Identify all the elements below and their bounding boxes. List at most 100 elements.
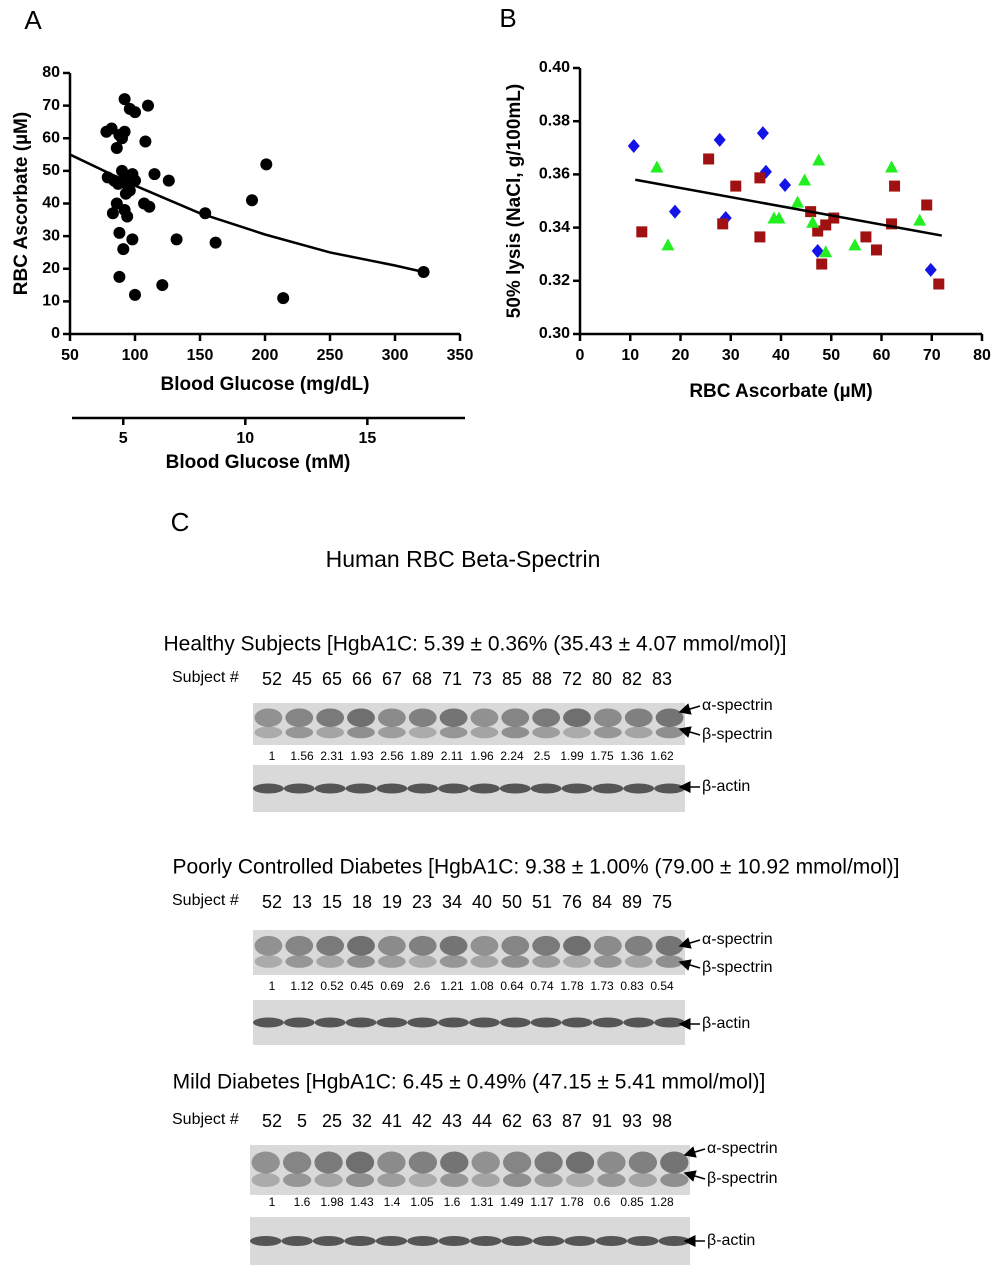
band: [254, 955, 283, 968]
data-point: [913, 213, 927, 226]
band: [624, 708, 653, 727]
x-tick-label: 10: [621, 347, 639, 364]
band: [377, 935, 406, 956]
y-tick-label: 0.32: [539, 272, 570, 289]
data-point: [819, 245, 833, 258]
band-ratio: 0.54: [650, 979, 674, 993]
subject-id: 80: [592, 669, 612, 689]
subject-id: 98: [652, 1111, 672, 1131]
data-point: [668, 204, 681, 219]
band-ratio: 0.6: [594, 1195, 611, 1209]
data-point: [703, 153, 715, 165]
band-ratio: 1.96: [470, 749, 494, 763]
band: [624, 955, 653, 968]
data-point: [129, 288, 141, 301]
band: [316, 955, 345, 968]
band: [347, 708, 375, 727]
band: [377, 726, 406, 739]
band: [314, 1173, 343, 1187]
band: [408, 726, 437, 739]
band: [563, 955, 591, 968]
subject-id: 40: [472, 892, 492, 912]
band-ratio: 2.11: [441, 749, 464, 763]
x2-tick-label: 15: [358, 430, 376, 447]
data-point: [116, 132, 128, 145]
band-ratio: 1.73: [590, 979, 614, 993]
band: [660, 1173, 689, 1187]
band-ratio: 2.5: [534, 749, 551, 763]
band-ratio: 1.78: [560, 1195, 584, 1209]
band: [470, 955, 499, 968]
band: [501, 935, 530, 956]
data-point: [106, 207, 119, 220]
band: [564, 1236, 596, 1246]
data-point: [779, 178, 792, 193]
band: [345, 783, 377, 794]
data-point: [933, 278, 945, 290]
band-ratio: 1.4: [384, 1195, 401, 1209]
band-ratio: 1.08: [470, 979, 494, 993]
band: [565, 1151, 595, 1174]
band-label: β-spectrin: [702, 959, 773, 976]
data-point: [650, 160, 664, 173]
band: [440, 1151, 469, 1174]
band: [376, 1017, 408, 1028]
x-tick-label: 250: [317, 347, 344, 364]
band: [283, 1017, 315, 1028]
data-point: [717, 218, 729, 230]
y-tick-label: 80: [42, 64, 60, 81]
data-point: [277, 292, 290, 305]
band: [503, 1151, 532, 1174]
band: [438, 783, 470, 794]
panel-title: Human RBC Beta-Spectrin: [326, 546, 601, 572]
band: [593, 935, 622, 956]
band-label: β-actin: [707, 1232, 755, 1249]
band-ratio: 1.6: [444, 1195, 461, 1209]
x2-tick-label: 5: [119, 430, 128, 447]
data-point: [921, 199, 933, 211]
spectrin-blot: [250, 1145, 690, 1195]
band-ratio: 1.6: [294, 1195, 311, 1209]
band: [534, 1151, 563, 1174]
band: [563, 935, 591, 956]
band-ratio: 1.78: [560, 979, 584, 993]
band: [471, 1173, 500, 1187]
band-ratio: 1.21: [440, 979, 464, 993]
data-point: [860, 231, 872, 243]
data-point: [119, 187, 132, 200]
band-ratio: 0.83: [620, 979, 644, 993]
band: [408, 1173, 437, 1187]
x-axis-title: Blood Glucose (mg/dL): [161, 374, 370, 395]
x-tick-label: 350: [447, 347, 474, 364]
band: [499, 783, 531, 794]
subject-id: 89: [622, 892, 642, 912]
band: [408, 1151, 437, 1174]
band: [438, 1017, 470, 1028]
data-point: [139, 135, 152, 148]
band: [347, 726, 375, 739]
group-heading: Healthy Subjects [HgbA1C: 5.39 ± 0.36% (…: [163, 633, 786, 656]
data-point: [756, 126, 769, 141]
data-point: [820, 219, 832, 231]
data-point: [754, 231, 766, 243]
data-point: [260, 158, 273, 171]
band: [377, 955, 406, 968]
data-point: [772, 211, 786, 224]
x-tick-label: 30: [722, 347, 740, 364]
band: [469, 783, 500, 794]
band-ratio: 1.62: [650, 749, 674, 763]
data-point: [246, 194, 258, 207]
x-axis-title: RBC Ascorbate (µM): [689, 381, 872, 402]
band: [501, 726, 530, 739]
band-ratio: 1.36: [620, 749, 644, 763]
x-tick-label: 0: [576, 347, 585, 364]
y-tick-label: 0.36: [539, 166, 570, 183]
data-point: [113, 226, 126, 239]
band: [532, 955, 561, 968]
data-point: [730, 180, 742, 192]
data-point: [791, 195, 805, 208]
band: [252, 1017, 284, 1028]
band: [654, 783, 685, 794]
subject-id: 52: [262, 892, 282, 912]
band: [316, 726, 345, 739]
